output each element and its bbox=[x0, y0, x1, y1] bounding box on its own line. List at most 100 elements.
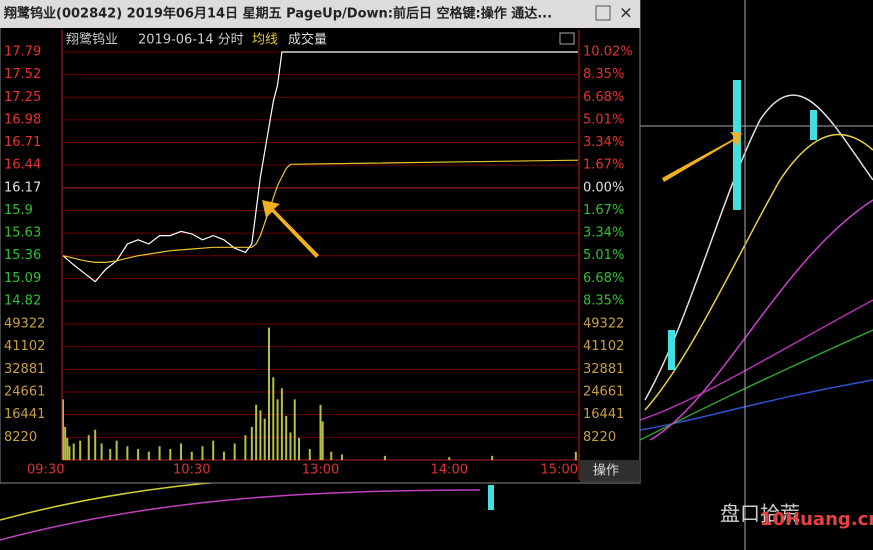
y-tick-label: 16.98 bbox=[4, 112, 41, 127]
legend-volume: 成交量 bbox=[288, 32, 327, 48]
y-tick-label: 16.44 bbox=[4, 158, 41, 173]
volume-bar bbox=[250, 426, 253, 460]
volume-bar bbox=[190, 451, 193, 460]
volume-bar bbox=[293, 399, 296, 460]
volume-bar bbox=[62, 399, 64, 460]
volume-bar bbox=[272, 377, 275, 460]
window bbox=[0, 0, 641, 484]
x-tick-label: 14:00 bbox=[431, 463, 468, 478]
y2-tick-label: 1.67% bbox=[583, 158, 624, 173]
y-tick-label: 15.09 bbox=[4, 271, 41, 286]
y2-tick-label: 8.35% bbox=[583, 294, 624, 309]
x-tick-label: 13:00 bbox=[302, 463, 339, 478]
y2-tick-label: 3.34% bbox=[583, 135, 624, 150]
volume-bar bbox=[222, 451, 225, 460]
volume-bar bbox=[285, 415, 288, 460]
y2-tick-label: 8220 bbox=[583, 430, 616, 445]
y2-tick-label: 5.01% bbox=[583, 112, 624, 127]
volume-bar bbox=[276, 399, 279, 460]
volume-bar bbox=[87, 435, 90, 460]
volume-bar bbox=[491, 455, 494, 460]
y-tick-label: 8220 bbox=[4, 430, 37, 445]
volume-bar bbox=[169, 448, 172, 460]
y2-tick-label: 8.35% bbox=[583, 67, 624, 82]
volume-bar bbox=[319, 404, 322, 460]
price-line bbox=[62, 51, 578, 283]
watermark-left: 盘口拾荒 bbox=[720, 502, 800, 526]
volume-bar bbox=[298, 437, 301, 460]
y-tick-label: 16.17 bbox=[4, 180, 41, 195]
volume-bar bbox=[68, 446, 71, 460]
y-tick-label: 17.25 bbox=[4, 90, 41, 105]
volume-bar bbox=[268, 327, 270, 460]
action-button-bg[interactable] bbox=[580, 460, 640, 482]
volume-bar bbox=[64, 426, 67, 460]
y-tick-label: 41102 bbox=[4, 339, 45, 354]
y2-tick-label: 10.02% bbox=[583, 45, 633, 60]
volume-bar bbox=[280, 388, 283, 460]
volume-bar bbox=[126, 446, 129, 460]
volume-bar bbox=[448, 457, 451, 460]
title-bar bbox=[0, 0, 640, 28]
time-axis bbox=[62, 460, 640, 480]
stock-name: 翔鹭钨业 bbox=[66, 32, 118, 48]
volume-bar bbox=[109, 448, 112, 460]
x-tick-label: 15:00 bbox=[541, 463, 578, 478]
volume-bar bbox=[255, 404, 258, 460]
watermark-right: 10Huang.cn bbox=[760, 509, 873, 530]
volume-bar bbox=[147, 451, 150, 460]
y2-tick-label: 0.00% bbox=[583, 180, 624, 195]
y-tick-label: 49322 bbox=[4, 317, 45, 332]
volume-bar bbox=[321, 421, 324, 460]
x-tick-label: 10:30 bbox=[173, 463, 210, 478]
y-tick-label: 15.36 bbox=[4, 248, 41, 263]
window-title: 翔鹭钨业(002842) 2019年06月14日 星期五 PageUp/Down… bbox=[3, 6, 552, 22]
y2-tick-label: 16441 bbox=[583, 407, 624, 422]
volume-bar bbox=[180, 443, 183, 460]
volume-bar bbox=[233, 443, 236, 460]
y-tick-label: 17.79 bbox=[4, 45, 41, 60]
volume-bar bbox=[574, 451, 577, 460]
arrow bbox=[262, 200, 319, 258]
y2-tick-label: 3.34% bbox=[583, 226, 624, 241]
y-tick-label: 14.82 bbox=[4, 294, 41, 309]
x-tick-label: 09:30 bbox=[27, 463, 64, 478]
volume-bar bbox=[79, 440, 82, 460]
y-tick-label: 32881 bbox=[4, 362, 45, 377]
volume-bar bbox=[289, 432, 292, 460]
y2-tick-label: 6.68% bbox=[583, 271, 624, 286]
y-tick-label: 24661 bbox=[4, 385, 45, 400]
y-tick-label: 16.71 bbox=[4, 135, 41, 150]
y2-tick-label: 1.67% bbox=[583, 203, 624, 218]
volume-bar bbox=[263, 418, 266, 460]
volume-bar bbox=[330, 451, 333, 460]
y-tick-label: 16441 bbox=[4, 407, 45, 422]
y-tick-label: 15.9 bbox=[4, 203, 33, 218]
close-button[interactable]: ✕ bbox=[619, 4, 632, 23]
restore-button[interactable] bbox=[595, 5, 611, 21]
volume-bar bbox=[340, 454, 343, 460]
y2-tick-label: 5.01% bbox=[583, 248, 624, 263]
volume-bar bbox=[94, 429, 97, 460]
volume-bar bbox=[201, 446, 204, 460]
volume-bar bbox=[383, 455, 386, 460]
volume-bar bbox=[137, 448, 140, 460]
volume-bar bbox=[100, 443, 103, 460]
y-tick-label: 17.52 bbox=[4, 67, 41, 82]
volume-bar bbox=[115, 440, 118, 460]
chart-subtitle: 2019-06-14 分时 bbox=[138, 33, 244, 48]
volume-bar bbox=[244, 435, 247, 460]
y2-tick-label: 49322 bbox=[583, 317, 624, 332]
toggle-button[interactable] bbox=[559, 32, 575, 45]
y-tick-label: 15.63 bbox=[4, 226, 41, 241]
volume-bar bbox=[259, 410, 262, 460]
volume-bar bbox=[72, 443, 75, 460]
y2-tick-label: 6.68% bbox=[583, 90, 624, 105]
legend-avg: 均线 bbox=[252, 33, 278, 48]
action-button[interactable]: 操作 bbox=[593, 463, 619, 479]
y2-tick-label: 24661 bbox=[583, 385, 624, 400]
volume-bar bbox=[308, 448, 311, 460]
